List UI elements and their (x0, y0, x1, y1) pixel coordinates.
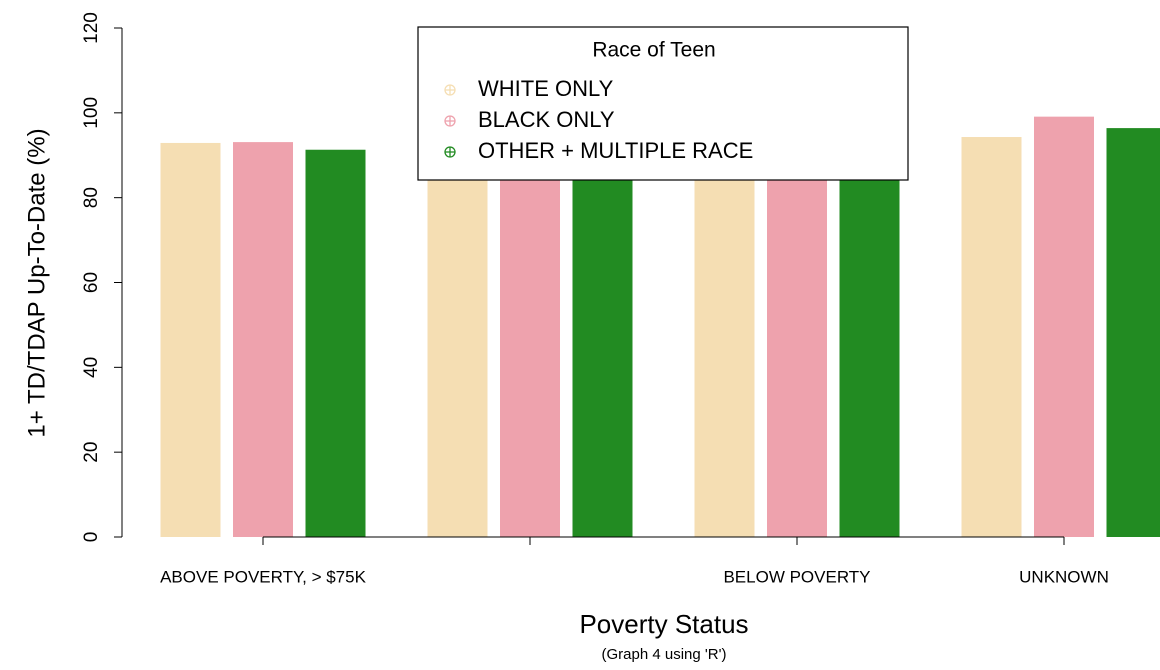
x-tick-label: UNKNOWN (1019, 567, 1109, 586)
y-tick-label: 20 (81, 442, 102, 463)
y-tick-label: 120 (81, 12, 102, 44)
bar (961, 137, 1022, 537)
y-tick-label: 0 (81, 532, 102, 543)
bar (233, 142, 293, 537)
y-tick-label: 80 (81, 187, 102, 208)
y-tick-label: 100 (81, 97, 102, 129)
legend: Race of Teen WHITE ONLY BLACK ONLY OTHER +… (417, 26, 909, 181)
y-tick-label: 60 (81, 272, 102, 293)
bar (694, 155, 755, 537)
legend-label: WHITE ONLY (478, 76, 614, 101)
bar (1034, 116, 1094, 538)
y-axis-label: 1+ TD/TDAP Up-To-Date (%) (23, 128, 50, 437)
bar (427, 151, 488, 537)
bar (500, 142, 560, 537)
bar (160, 142, 221, 538)
legend-label: BLACK ONLY (478, 107, 615, 132)
legend-label: OTHER + MULTIPLE RACE (478, 138, 753, 163)
y-tick-label: 40 (81, 357, 102, 378)
axes: 0 20 40 60 80 100 120 ABOVE POVERTY, > $75K BELO… (81, 12, 1109, 586)
x-tick-label: BELOW POVERTY (723, 567, 870, 586)
bar (572, 155, 633, 537)
bar (1106, 128, 1160, 537)
x-axis-label: Poverty Status (579, 609, 748, 639)
legend-box (417, 26, 909, 181)
legend-title: Race of Teen (592, 39, 715, 62)
subtitle: (Graph 4 using 'R') (602, 646, 727, 663)
bar (767, 146, 827, 537)
bars (160, 116, 1160, 538)
bar (305, 149, 366, 537)
bar (839, 159, 900, 537)
x-tick-label: ABOVE POVERTY, > $75K (160, 567, 367, 586)
